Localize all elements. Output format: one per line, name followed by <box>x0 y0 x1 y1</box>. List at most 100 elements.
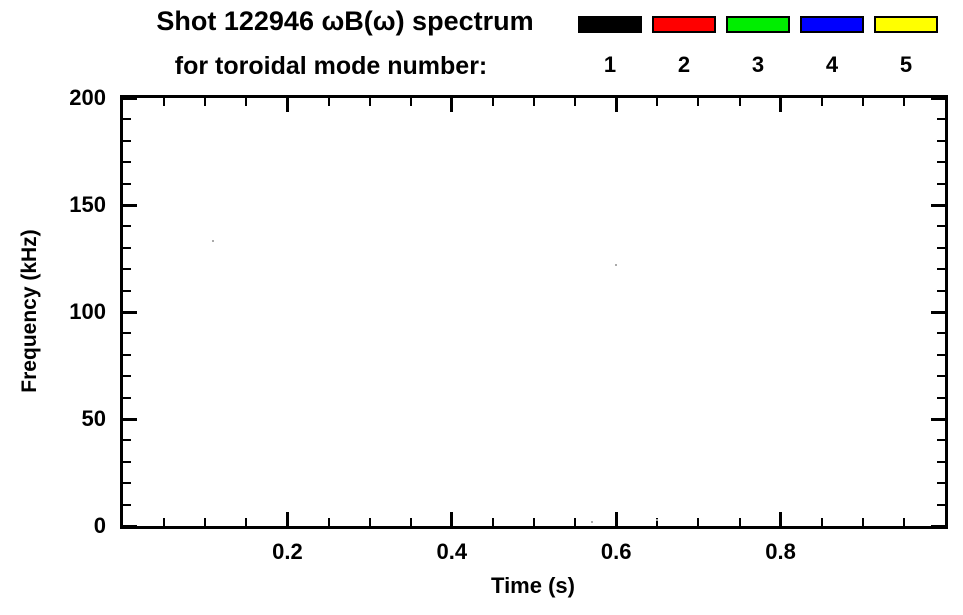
plot-area <box>120 95 948 529</box>
y-minor-tick-right <box>937 332 945 335</box>
y-minor-tick-right <box>937 246 945 249</box>
x-minor-tick-top <box>656 98 659 106</box>
y-minor-tick-left <box>123 225 131 228</box>
x-minor-tick-bottom <box>163 518 166 526</box>
y-major-tick-left <box>123 203 137 207</box>
legend-label-3: 3 <box>751 52 765 77</box>
y-major-tick-left <box>123 417 137 421</box>
x-minor-tick-top <box>327 98 330 106</box>
x-minor-tick-bottom <box>491 518 494 526</box>
x-major-tick-bottom <box>450 512 454 526</box>
y-minor-tick-right <box>937 503 945 506</box>
y-major-tick-right <box>931 417 945 421</box>
x-minor-tick-top <box>820 98 823 106</box>
x-minor-tick-top <box>245 98 248 106</box>
y-minor-tick-right <box>937 482 945 485</box>
x-minor-tick-bottom <box>738 518 741 526</box>
x-tick-label: 0.6 <box>600 539 632 564</box>
y-tick-label: 50 <box>81 406 106 431</box>
legend-label-1: 1 <box>603 52 617 77</box>
x-minor-tick-bottom <box>574 518 577 526</box>
x-tick-label: 0.4 <box>436 539 468 564</box>
x-minor-tick-bottom <box>902 518 905 526</box>
y-minor-tick-left <box>123 246 131 249</box>
x-minor-tick-top <box>204 98 207 106</box>
legend-swatch-4 <box>800 16 864 33</box>
y-minor-tick-right <box>937 353 945 356</box>
y-minor-tick-left <box>123 503 131 506</box>
y-minor-tick-left <box>123 439 131 442</box>
y-minor-tick-left <box>123 460 131 463</box>
x-minor-tick-bottom <box>204 518 207 526</box>
legend-swatch-1 <box>578 16 642 33</box>
x-minor-tick-top <box>738 98 741 106</box>
x-minor-tick-bottom <box>327 518 330 526</box>
plot-subtitle: for toroidal mode number: <box>174 52 488 80</box>
y-tick-label: 100 <box>69 299 106 324</box>
y-tick-label: 0 <box>93 513 106 538</box>
legend-swatch-3 <box>726 16 790 33</box>
x-major-tick-top <box>614 98 618 112</box>
legend-swatch-2 <box>652 16 716 33</box>
y-minor-tick-left <box>123 353 131 356</box>
y-minor-tick-right <box>937 161 945 164</box>
x-minor-tick-top <box>163 98 166 106</box>
legend-label-2: 2 <box>677 52 691 77</box>
data-point <box>615 263 618 266</box>
y-minor-tick-left <box>123 268 131 271</box>
y-major-tick-left <box>123 310 137 314</box>
data-point <box>590 520 593 523</box>
x-minor-tick-top <box>491 98 494 106</box>
x-minor-tick-top <box>409 98 412 106</box>
y-minor-tick-right <box>937 439 945 442</box>
y-minor-tick-left <box>123 289 131 292</box>
x-tick-label: 0.8 <box>765 539 796 564</box>
x-minor-tick-top <box>368 98 371 106</box>
y-minor-tick-right <box>937 139 945 142</box>
x-axis-label: Time (s) <box>491 573 575 598</box>
x-minor-tick-bottom <box>533 518 535 526</box>
y-minor-tick-left <box>123 396 131 399</box>
y-major-tick-right <box>931 98 945 100</box>
y-minor-tick-left <box>123 139 131 142</box>
x-minor-tick-bottom <box>861 518 864 526</box>
y-major-tick-left <box>123 98 137 100</box>
y-minor-tick-right <box>937 460 945 463</box>
y-axis-label: Frequency (kHz) <box>18 229 41 393</box>
y-minor-tick-left <box>123 161 131 164</box>
legend-swatch-5 <box>874 16 938 33</box>
y-minor-tick-left <box>123 482 131 485</box>
y-minor-tick-left <box>123 118 131 121</box>
y-minor-tick-right <box>937 375 945 378</box>
y-major-tick-right <box>931 203 945 207</box>
y-major-tick-right <box>931 310 945 314</box>
legend-label-4: 4 <box>825 52 839 77</box>
y-tick-label: 150 <box>69 192 106 217</box>
x-major-tick-top <box>779 98 783 112</box>
x-minor-tick-top <box>861 98 864 106</box>
y-minor-tick-left <box>123 375 131 378</box>
x-minor-tick-top <box>697 98 700 106</box>
x-major-tick-bottom <box>614 512 618 526</box>
y-minor-tick-right <box>937 268 945 271</box>
plot-title: Shot 122946 ωB(ω) spectrum <box>156 6 534 36</box>
x-minor-tick-bottom <box>245 518 248 526</box>
y-major-tick-right <box>931 524 945 526</box>
data-point <box>656 518 659 521</box>
x-minor-tick-bottom <box>656 518 659 526</box>
y-minor-tick-right <box>937 118 945 121</box>
y-tick-label: 200 <box>69 85 106 110</box>
x-minor-tick-bottom <box>409 518 412 526</box>
y-major-tick-left <box>123 524 137 526</box>
legend-label-5: 5 <box>899 52 913 77</box>
y-minor-tick-right <box>937 182 945 185</box>
x-minor-tick-top <box>533 98 535 106</box>
y-minor-tick-left <box>123 182 131 185</box>
x-minor-tick-top <box>574 98 577 106</box>
y-minor-tick-right <box>937 225 945 228</box>
x-minor-tick-bottom <box>697 518 700 526</box>
x-minor-tick-bottom <box>368 518 371 526</box>
y-minor-tick-left <box>123 332 131 335</box>
data-point <box>212 240 215 243</box>
